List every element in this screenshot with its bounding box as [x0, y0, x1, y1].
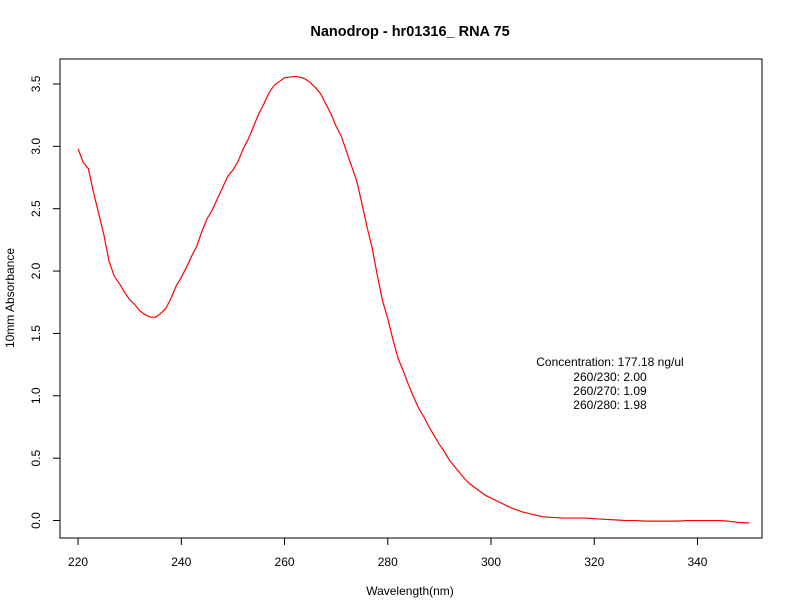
x-axis-label: Wavelength(nm)	[366, 584, 454, 598]
series-layer	[77, 75, 750, 524]
x-tick-label: 320	[584, 555, 604, 569]
annotation-block: Concentration: 177.18 ng/ul 260/230: 2.0…	[536, 355, 683, 412]
annotation-ratio-260-270: 260/270: 1.09	[573, 384, 647, 398]
y-axis: 0.0 0.5 1.0 1.5 2.0 2.5 3.0 3.5	[29, 75, 61, 529]
y-tick-label: 2.5	[29, 200, 43, 217]
chart-title: Nanodrop - hr01316_ RNA 75	[310, 24, 509, 40]
y-tick-label: 3.5	[29, 75, 43, 92]
x-tick-label: 280	[378, 555, 398, 569]
x-tick-label: 340	[687, 555, 707, 569]
annotation-ratio-260-280: 260/280: 1.98	[573, 398, 647, 412]
series-line	[77, 75, 750, 524]
y-tick-label: 1.5	[29, 325, 43, 342]
y-tick-label: 2.0	[29, 262, 43, 279]
y-tick-label: 3.0	[29, 138, 43, 155]
y-tick-label: 1.0	[29, 387, 43, 404]
x-tick-label: 300	[481, 555, 501, 569]
y-tick-label: 0.0	[29, 512, 43, 529]
x-axis: 220 240 260 280 300 320 340	[68, 537, 708, 569]
annotation-concentration: Concentration: 177.18 ng/ul	[536, 355, 683, 369]
annotation-ratio-260-230: 260/230: 2.00	[573, 370, 647, 384]
x-tick-label: 240	[171, 555, 191, 569]
x-tick-label: 220	[68, 555, 88, 569]
y-tick-label: 0.5	[29, 450, 43, 467]
y-axis-label: 10mm Absorbance	[3, 248, 17, 348]
x-tick-label: 260	[275, 555, 295, 569]
